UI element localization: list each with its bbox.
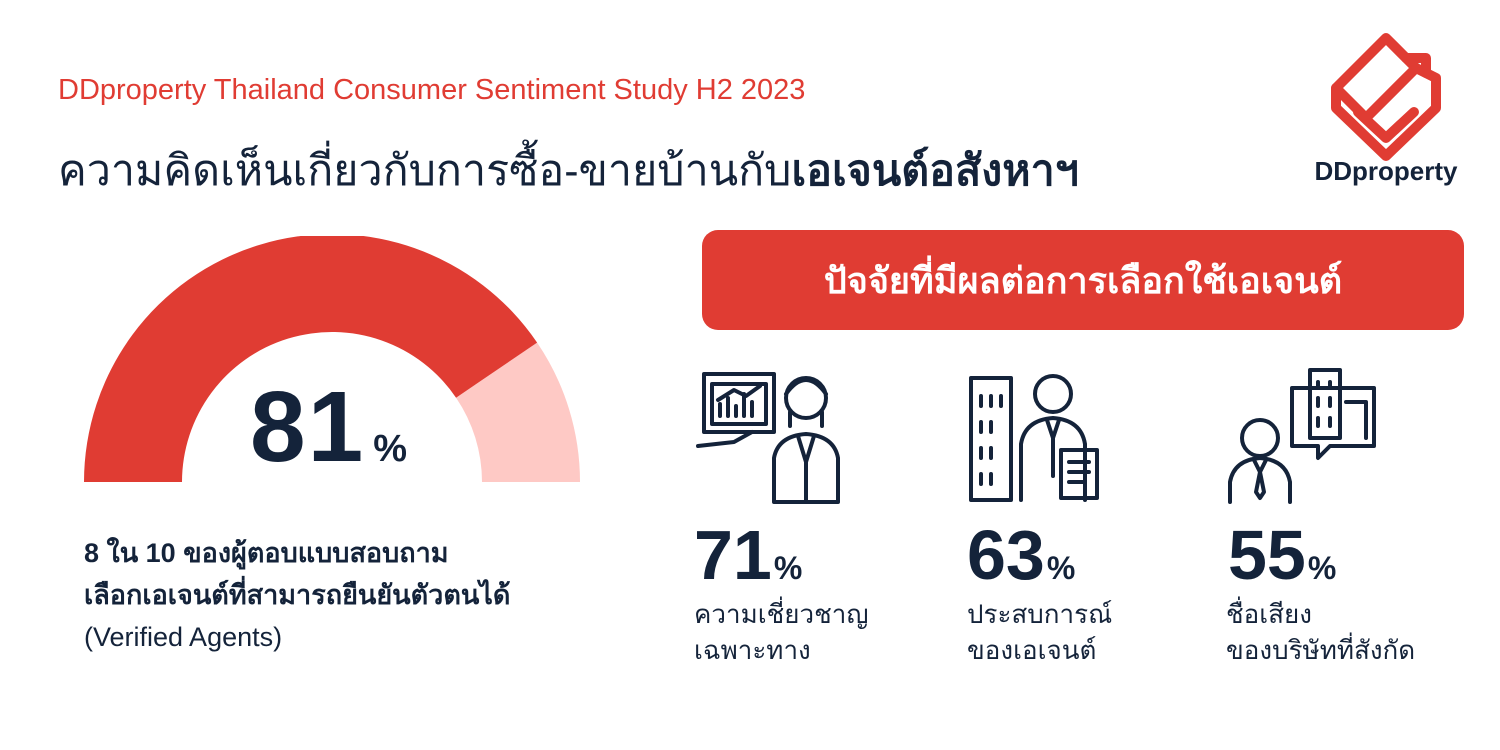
person-with-company-building-icon [1228, 368, 1376, 504]
presenter-with-chart-icon [696, 372, 840, 504]
factor-value: 71% [694, 520, 802, 603]
factors-heading: ปัจจัยที่มีผลต่อการเลือกใช้เอเจนต์ [702, 230, 1464, 330]
factor-value-unit: % [1046, 550, 1076, 586]
factor-value-number: 55 [1228, 516, 1306, 594]
gauge-value: 81% [250, 370, 410, 483]
gauge-description-line-1: 8 ใน 10 ของผู้ตอบแบบสอบถาม [84, 538, 449, 568]
title-regular: ความคิดเห็นเกี่ยวกับการซื้อ-ขายบ้านกับ [58, 147, 792, 195]
factor-label-line-1: ความเชี่ยวชาญ [694, 599, 869, 629]
factor-label: ประสบการณ์ ของเอเจนต์ [967, 596, 1112, 668]
factor-label-line-2: ของบริษัทที่สังกัด [1226, 635, 1416, 665]
survey-subtitle: DDproperty Thailand Consumer Sentiment S… [58, 74, 806, 106]
factor-label-line-1: ประสบการณ์ [967, 599, 1113, 629]
factor-value-unit: % [1307, 550, 1337, 586]
title-bold: เอเจนต์อสังหาฯ [791, 147, 1079, 195]
gauge-description-line-2: เลือกเอเจนต์ที่สามารถยืนยันตัวตนได้ [84, 580, 511, 610]
factor-value-unit: % [773, 550, 803, 586]
page-title: ความคิดเห็นเกี่ยวกับการซื้อ-ขายบ้านกับเอ… [58, 136, 1079, 204]
factor-label: ชื่อเสียง ของบริษัทที่สังกัด [1226, 596, 1415, 668]
factor-label-line-2: ของเอเจนต์ [967, 635, 1097, 665]
factor-label: ความเชี่ยวชาญ เฉพาะทาง [694, 596, 869, 668]
gauge-slice-verified-agents [84, 236, 538, 482]
gauge-value-number: 81 [250, 371, 366, 483]
gauge-description: 8 ใน 10 ของผู้ตอบแบบสอบถาม เลือกเอเจนต์ท… [84, 532, 644, 658]
gauge-slice-other [456, 342, 580, 482]
factor-value: 63% [967, 520, 1075, 603]
gauge-value-unit: % [373, 428, 410, 470]
factor-value-number: 71 [694, 516, 772, 594]
gauge-description-line-3: (Verified Agents) [84, 622, 283, 652]
factor-label-line-1: ชื่อเสียง [1226, 599, 1312, 629]
agent-with-building-icon [969, 374, 1099, 502]
ddproperty-logo-icon [1331, 33, 1441, 161]
factor-value-number: 63 [967, 516, 1045, 594]
verified-agents-gauge [84, 236, 580, 482]
factor-value: 55% [1228, 520, 1336, 603]
factor-label-line-2: เฉพาะทาง [694, 635, 811, 665]
logo-text: DDproperty [1314, 156, 1458, 186]
